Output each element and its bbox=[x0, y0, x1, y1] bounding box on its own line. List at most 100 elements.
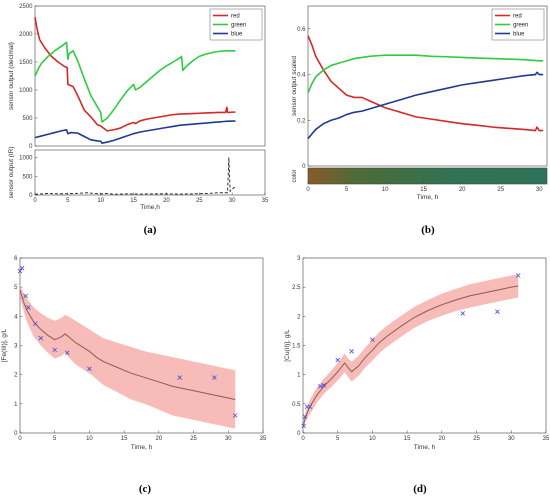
y-tick-label: 1 bbox=[297, 373, 301, 379]
data-marker bbox=[23, 293, 28, 299]
series-line-red bbox=[307, 35, 544, 132]
data-marker bbox=[177, 375, 182, 380]
y-tick-label: 2.5 bbox=[292, 285, 301, 291]
y-tick-label: 1500 bbox=[19, 60, 33, 66]
x-tick-label: 10 bbox=[86, 436, 93, 442]
y-tick-label: 2500 bbox=[19, 4, 33, 10]
x-tick-label: 35 bbox=[260, 436, 267, 442]
x-axis-label: Time,h bbox=[140, 204, 160, 211]
legend-label-blue: blue bbox=[513, 32, 525, 38]
data-marker bbox=[321, 382, 327, 388]
marker-stroke bbox=[349, 349, 354, 354]
x-axis-label: Time, h bbox=[417, 194, 439, 201]
y-tick-label: 0.5 bbox=[292, 402, 301, 408]
marker-stroke bbox=[52, 347, 57, 353]
x-tick-label: 0 bbox=[306, 187, 310, 193]
model-line bbox=[302, 285, 519, 428]
panel-label-c: (c) bbox=[139, 483, 152, 495]
x-tick-label: 0 bbox=[18, 436, 22, 442]
marker-stroke bbox=[23, 293, 28, 299]
marker-stroke bbox=[302, 414, 308, 419]
marker-stroke bbox=[370, 337, 375, 342]
series-line-green bbox=[34, 41, 236, 123]
data-marker bbox=[307, 404, 313, 410]
data-marker bbox=[212, 375, 217, 380]
data-marker bbox=[335, 357, 340, 363]
legend-label-blue: blue bbox=[231, 32, 243, 38]
y-axis-label: [Cu(II)], g/L bbox=[284, 329, 291, 362]
data-marker bbox=[19, 265, 25, 271]
x-tick-label: 0 bbox=[33, 198, 37, 204]
data-marker bbox=[515, 273, 521, 278]
legend-label-green: green bbox=[513, 23, 528, 29]
axes-frame-a bbox=[34, 149, 266, 196]
marker-stroke bbox=[87, 366, 92, 372]
y-tick-label: 2000 bbox=[19, 32, 33, 38]
x-tick-label: 20 bbox=[156, 436, 163, 442]
series-line-blue bbox=[307, 71, 544, 140]
y-tick-label: 5 bbox=[14, 285, 18, 291]
y-tick-label: 0 bbox=[29, 144, 33, 150]
data-marker bbox=[495, 309, 500, 314]
color-strip: color 0 5 10 15 20 25 30 Time, h bbox=[292, 167, 548, 201]
axes-c: 0 5 10 15 20 25 30 35 0 1 2 3 4 5 6 [Fe(III)], g/L Time,… bbox=[1, 256, 267, 451]
series-line-red bbox=[34, 17, 236, 132]
x-tick-label: 20 bbox=[439, 436, 446, 442]
data-marker bbox=[32, 321, 38, 326]
x-tick-label: 25 bbox=[473, 436, 480, 442]
x-axis-label: Time, h bbox=[131, 444, 153, 451]
marker-stroke bbox=[212, 375, 217, 380]
data-marker bbox=[17, 268, 23, 274]
panel-label-b: (b) bbox=[421, 224, 435, 236]
marker-stroke bbox=[64, 350, 70, 356]
axes-a: 0 5 10 15 20 25 30 35 0 500 1000 sensor output (IR)… bbox=[8, 146, 269, 211]
x-tick-label: 35 bbox=[543, 436, 550, 442]
legend-label-red: red bbox=[513, 14, 522, 20]
y-tick-label: 0 bbox=[297, 431, 301, 437]
marker-stroke bbox=[301, 423, 306, 429]
series-line-green bbox=[307, 54, 544, 94]
legend: red green blue bbox=[491, 8, 545, 41]
marker-stroke bbox=[321, 382, 327, 388]
series-line-blue bbox=[34, 120, 236, 144]
y-tick-label: 3 bbox=[14, 344, 18, 350]
y-tick-label: 2 bbox=[14, 373, 18, 379]
data-marker bbox=[26, 305, 31, 310]
marker-stroke bbox=[177, 375, 182, 380]
legend: red green blue bbox=[209, 8, 263, 41]
axes-d: 0 5 10 15 20 25 30 35 0 0.5 1 1.5 2 2.5 3 [Cu(II)], g/L… bbox=[284, 256, 550, 451]
y-tick-label: 4 bbox=[14, 314, 18, 320]
marker-stroke bbox=[38, 335, 44, 341]
x-tick-label: 20 bbox=[163, 198, 170, 204]
y-tick-label: 0 bbox=[302, 164, 306, 170]
x-tick-label: 25 bbox=[497, 187, 504, 193]
data-marker bbox=[232, 413, 238, 418]
x-tick-label: 5 bbox=[53, 436, 57, 442]
y-tick-label: 6 bbox=[14, 256, 18, 262]
y-tick-label: 1000 bbox=[19, 156, 33, 162]
color-strip-label: color bbox=[292, 169, 298, 182]
marker-stroke bbox=[335, 357, 340, 363]
legend-label-red: red bbox=[231, 14, 240, 20]
x-tick-label: 35 bbox=[262, 198, 269, 204]
y-tick-label: 0 bbox=[14, 431, 18, 437]
marker-stroke bbox=[232, 413, 238, 418]
data-marker bbox=[52, 347, 57, 353]
data-marker bbox=[64, 350, 70, 356]
data-marker bbox=[460, 311, 465, 316]
data-marker bbox=[318, 384, 323, 389]
y-tick-label: 0.2 bbox=[297, 118, 306, 124]
y-tick-label: 0 bbox=[29, 193, 33, 199]
x-axis-label: Time, h bbox=[414, 444, 436, 451]
y-tick-label: 0.6 bbox=[297, 27, 306, 33]
x-tick-label: 15 bbox=[420, 187, 427, 193]
x-tick-label: 25 bbox=[190, 436, 197, 442]
data-marker bbox=[301, 423, 306, 429]
marker-stroke bbox=[17, 268, 23, 274]
x-tick-label: 25 bbox=[196, 198, 203, 204]
axes-frame-b bbox=[307, 5, 548, 167]
confidence-band bbox=[303, 274, 519, 431]
x-tick-label: 20 bbox=[459, 187, 466, 193]
data-marker bbox=[370, 337, 375, 342]
